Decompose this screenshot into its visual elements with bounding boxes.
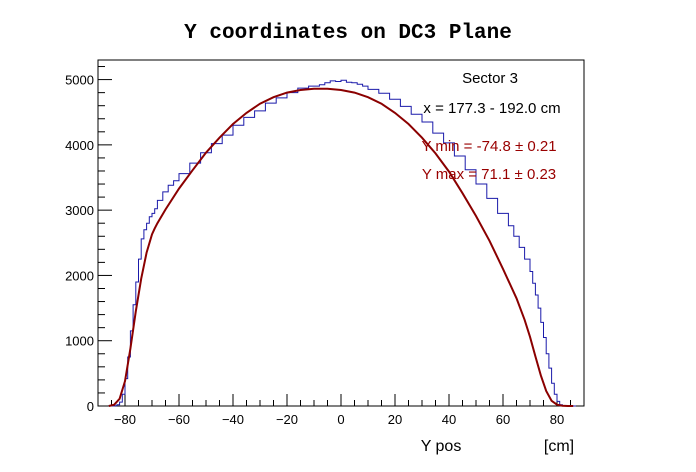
x-tick-label: −80 bbox=[114, 412, 136, 427]
y-axis-tick-labels: 0 1000 2000 3000 4000 5000 bbox=[65, 73, 94, 414]
fit-curve bbox=[108, 87, 574, 407]
x-axis-ticks bbox=[97, 394, 585, 406]
x-axis-unit: [cm] bbox=[544, 438, 574, 455]
x-tick-label: 0 bbox=[337, 412, 344, 427]
y-tick-label: 5000 bbox=[65, 73, 94, 88]
annotation-ymax: Y max = 71.1 ± 0.23 bbox=[422, 166, 556, 183]
x-tick-label: −20 bbox=[276, 412, 298, 427]
x-tick-label: 60 bbox=[496, 412, 510, 427]
y-tick-label: 0 bbox=[87, 399, 94, 414]
x-tick-label: 80 bbox=[550, 412, 564, 427]
x-axis-label: Y pos bbox=[421, 438, 462, 455]
x-tick-label: 20 bbox=[388, 412, 402, 427]
y-tick-label: 1000 bbox=[65, 334, 94, 349]
x-tick-label: 40 bbox=[442, 412, 456, 427]
y-tick-label: 4000 bbox=[65, 138, 94, 153]
y-tick-label: 3000 bbox=[65, 203, 94, 218]
annotation-sector: Sector 3 bbox=[462, 70, 518, 87]
chart-title: Y coordinates on DC3 Plane bbox=[184, 22, 512, 45]
x-tick-label: −60 bbox=[168, 412, 190, 427]
x-axis-tick-labels: −80 −60 −40 −20 0 20 40 60 80 bbox=[114, 412, 564, 427]
histogram-series bbox=[108, 79, 576, 407]
annotation-ymin: Y min = -74.8 ± 0.21 bbox=[421, 138, 556, 155]
x-tick-label: −40 bbox=[222, 412, 244, 427]
y-axis-ticks bbox=[98, 66, 112, 407]
y-tick-label: 2000 bbox=[65, 268, 94, 283]
annotation-x-range: x = 177.3 - 192.0 cm bbox=[423, 100, 560, 117]
